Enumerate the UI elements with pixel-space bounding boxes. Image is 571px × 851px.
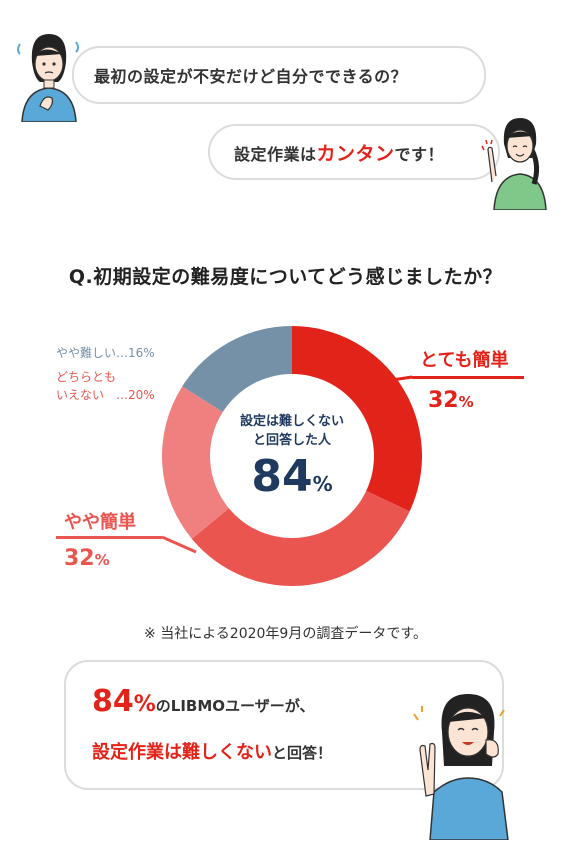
answer-suffix: です！ [394, 144, 445, 164]
label-neutral-line2: いえない …20% [56, 388, 155, 402]
label-neutral-line1: どちらとも [56, 370, 117, 384]
center-caption-line1: 設定は難しくない [239, 414, 344, 429]
center-percent-unit: % [312, 472, 333, 496]
answer-prefix: 設定作業は [234, 144, 317, 164]
label-very-easy-name: とても簡単 [420, 350, 509, 371]
very-easy-unit: % [458, 393, 474, 411]
footnote: ※ 当社による2020年9月の調査データです。 [144, 626, 427, 642]
conclusion-line2: 設定作業は難しくないと回答！ [92, 738, 332, 764]
very-easy-value: 32 [428, 388, 459, 413]
conclusion-line1: 84%のLIBMOユーザーが、 [92, 684, 314, 719]
survey-question-title: Q.初期設定の難易度についてどう感じましたか？ [68, 266, 503, 288]
answer-speech-bubble: 設定作業はカンタンです！ [208, 124, 500, 180]
donut-slice-3 [182, 326, 292, 413]
conclusion-line2-suffix: と回答！ [272, 744, 333, 762]
label-neutral: どちらとも いえない …20% [56, 368, 155, 404]
donut-slice-0 [292, 326, 422, 512]
label-very-easy-percent: 32% [428, 388, 474, 413]
label-easy-percent: 32% [64, 546, 110, 571]
conclusion-highlight: 設定作業は難しくない [92, 742, 272, 763]
conclusion-unit: % [133, 692, 156, 717]
donut-slice-1 [191, 490, 410, 586]
question-bubble-text: 最初の設定が不安だけど自分でできるの？ [94, 67, 408, 86]
conclusion-line1-suffix: のLIBMOユーザーが、 [155, 697, 315, 715]
label-very-easy-underline [412, 376, 524, 379]
easy-unit: % [94, 551, 110, 569]
center-caption-line2: と回答した人 [252, 433, 331, 448]
worried-woman-illustration [14, 26, 84, 123]
label-easy-name: やや簡単 [64, 512, 136, 533]
leader-line-easy [161, 535, 197, 554]
label-hard: やや難しい…16% [56, 346, 155, 360]
leader-line-very-easy [391, 375, 413, 382]
easy-value: 32 [64, 546, 95, 571]
label-easy-underline [56, 536, 162, 539]
conclusion-value: 84 [92, 684, 134, 719]
question-speech-bubble: 最初の設定が不安だけど自分でできるの？ [72, 46, 486, 104]
answer-highlight: カンタン [316, 142, 395, 165]
donut-slice-2 [161, 386, 229, 539]
center-percent-value: 84 [251, 451, 313, 502]
happy-woman-illustration [410, 680, 520, 841]
guide-woman-illustration [480, 110, 556, 211]
donut-center-caption: 設定は難しくない と回答した人 84% [212, 412, 372, 502]
answer-bubble-text: 設定作業はカンタンです！ [234, 139, 444, 166]
